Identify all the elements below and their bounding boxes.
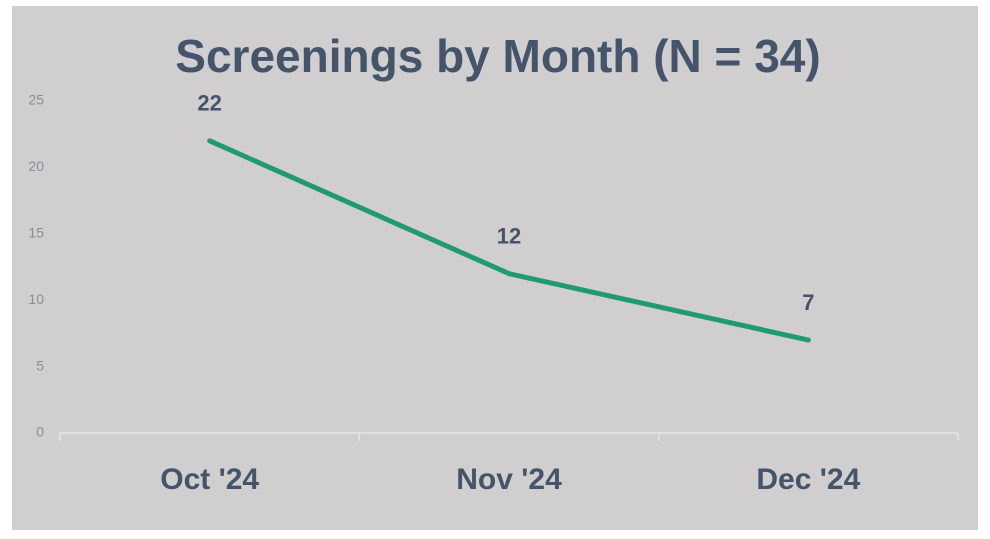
y-tick-label: 20 (28, 158, 44, 174)
line-series (207, 138, 811, 343)
y-tick-label: 15 (28, 225, 44, 241)
y-tick-label: 0 (36, 424, 44, 440)
y-tick-label: 10 (28, 291, 44, 307)
x-tick-label: Nov '24 (456, 463, 562, 496)
x-tick-label: Dec '24 (756, 463, 860, 496)
y-tick-label: 25 (28, 92, 44, 108)
data-label: 12 (497, 223, 521, 248)
data-label: 7 (802, 290, 814, 315)
chart-title: Screenings by Month (N = 34) (175, 30, 820, 82)
data-label: 22 (197, 91, 221, 116)
y-tick-label: 5 (36, 357, 44, 373)
x-tick-label: Oct '24 (160, 463, 259, 496)
